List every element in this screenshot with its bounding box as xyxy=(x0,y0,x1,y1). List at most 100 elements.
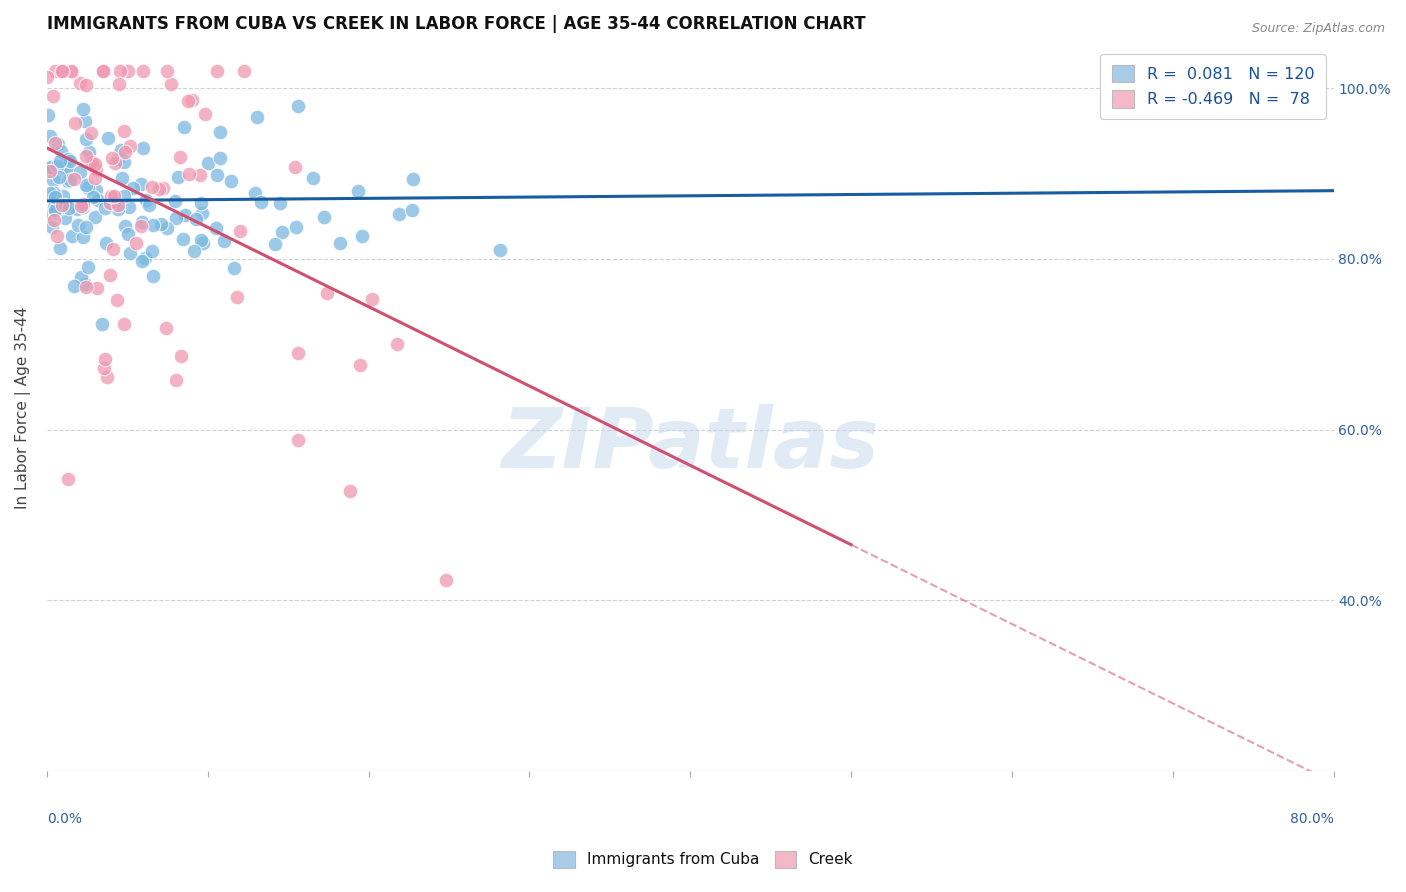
Point xyxy=(141,179,163,194)
Point xyxy=(141,244,163,258)
Point xyxy=(138,198,160,212)
Point xyxy=(103,195,125,210)
Point xyxy=(188,168,211,182)
Point xyxy=(160,77,183,91)
Point xyxy=(72,103,94,117)
Point xyxy=(77,181,100,195)
Point xyxy=(287,433,309,447)
Point xyxy=(59,173,82,187)
Point xyxy=(94,351,117,366)
Point xyxy=(269,195,291,210)
Point xyxy=(125,236,148,251)
Point xyxy=(172,232,194,246)
Point xyxy=(96,370,118,384)
Point xyxy=(44,136,66,150)
Point xyxy=(173,208,195,222)
Point xyxy=(117,64,139,78)
Point xyxy=(69,165,91,179)
Point xyxy=(148,181,170,195)
Point xyxy=(173,120,195,134)
Point xyxy=(51,64,73,78)
Point xyxy=(156,64,179,78)
Point xyxy=(118,200,141,214)
Point xyxy=(112,318,135,332)
Point xyxy=(142,269,165,284)
Point xyxy=(120,138,142,153)
Point xyxy=(39,160,62,174)
Point xyxy=(52,200,75,214)
Point xyxy=(58,201,80,215)
Point xyxy=(41,160,63,174)
Point xyxy=(42,212,65,227)
Point xyxy=(63,279,86,293)
Point xyxy=(91,318,114,332)
Point xyxy=(58,153,80,167)
Point xyxy=(205,64,228,78)
Point xyxy=(107,202,129,217)
Point xyxy=(105,293,128,308)
Point xyxy=(37,108,59,122)
Point xyxy=(83,170,105,185)
Point xyxy=(100,191,122,205)
Point xyxy=(84,183,107,197)
Point xyxy=(63,116,86,130)
Point xyxy=(75,220,97,235)
Point xyxy=(49,153,72,168)
Text: ZIPatlas: ZIPatlas xyxy=(502,404,879,485)
Point xyxy=(315,285,337,300)
Point xyxy=(177,167,200,181)
Point xyxy=(101,151,124,165)
Point xyxy=(72,200,94,214)
Point xyxy=(66,202,89,216)
Point xyxy=(98,195,121,210)
Point xyxy=(86,281,108,295)
Point xyxy=(59,154,82,169)
Point xyxy=(434,573,457,587)
Point xyxy=(98,268,121,282)
Point xyxy=(177,94,200,108)
Point xyxy=(38,128,60,143)
Point xyxy=(401,202,423,217)
Point xyxy=(114,219,136,233)
Point xyxy=(41,89,63,103)
Point xyxy=(91,64,114,78)
Point xyxy=(246,110,269,124)
Point xyxy=(186,211,208,226)
Point xyxy=(73,114,96,128)
Point xyxy=(118,246,141,260)
Point xyxy=(51,198,73,212)
Point xyxy=(152,181,174,195)
Point xyxy=(361,292,384,306)
Point xyxy=(87,194,110,208)
Point xyxy=(103,189,125,203)
Point xyxy=(155,320,177,334)
Point xyxy=(302,170,325,185)
Point xyxy=(69,76,91,90)
Text: 0.0%: 0.0% xyxy=(46,812,82,826)
Point xyxy=(44,64,66,78)
Point xyxy=(94,236,117,251)
Point xyxy=(129,177,152,191)
Point xyxy=(122,181,145,195)
Point xyxy=(60,229,83,244)
Point xyxy=(56,173,79,187)
Point xyxy=(38,163,60,178)
Point xyxy=(38,208,60,222)
Point xyxy=(48,169,70,184)
Text: 80.0%: 80.0% xyxy=(1289,812,1333,826)
Point xyxy=(56,199,79,213)
Point xyxy=(77,145,100,159)
Point xyxy=(42,186,65,201)
Point xyxy=(63,172,86,186)
Point xyxy=(165,194,187,208)
Point xyxy=(287,346,309,360)
Point xyxy=(166,169,188,184)
Point xyxy=(287,99,309,113)
Point xyxy=(284,160,307,174)
Point xyxy=(56,472,79,486)
Point xyxy=(72,197,94,211)
Point xyxy=(132,64,155,78)
Point xyxy=(110,143,132,157)
Point xyxy=(329,235,352,250)
Point xyxy=(114,145,136,160)
